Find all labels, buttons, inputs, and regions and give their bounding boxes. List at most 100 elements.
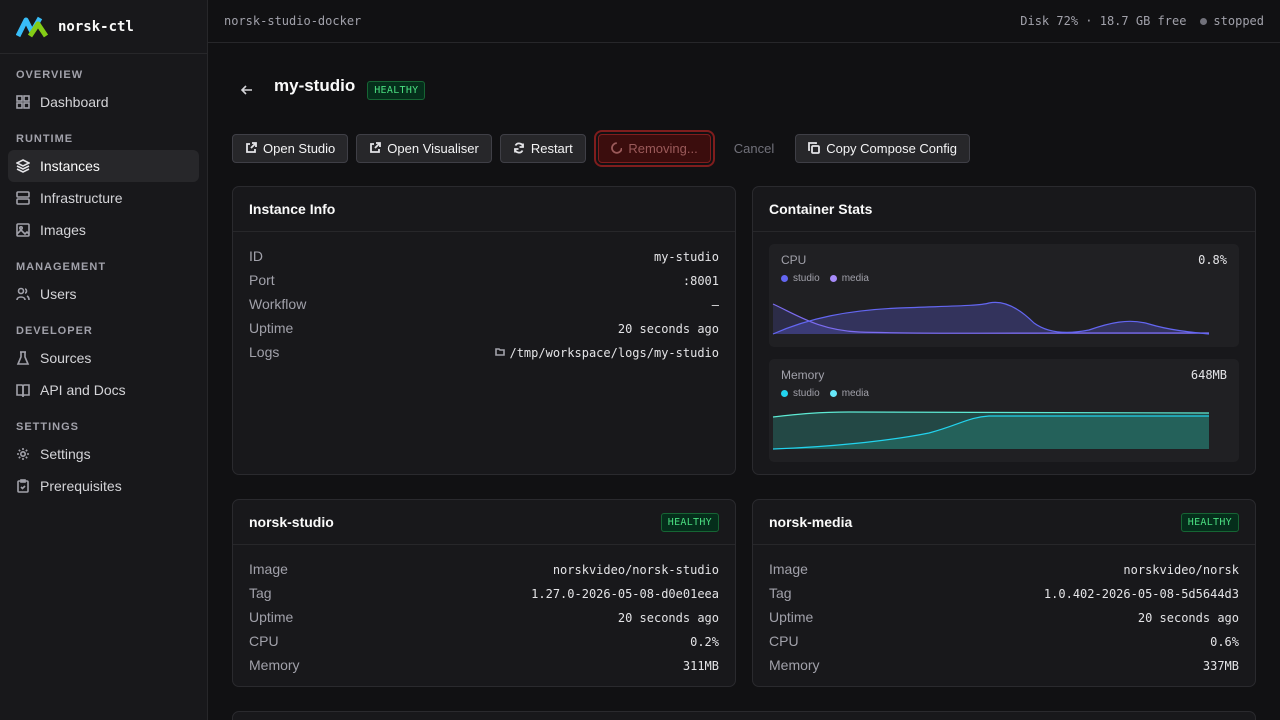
info-key: Memory <box>249 657 300 673</box>
main-content: my-studio HEALTHY Open Studio Open Visua… <box>208 43 1280 720</box>
memory-label: Memory <box>781 368 825 382</box>
sidebar-item-label: Infrastructure <box>40 190 123 206</box>
app-name: norsk-ctl <box>58 18 134 35</box>
legend-label: studio <box>793 273 820 284</box>
cpu-sparkline <box>772 301 1210 335</box>
cpu-value: 0.8% <box>1198 253 1227 267</box>
legend-label: media <box>841 388 869 399</box>
context-name: norsk-studio-docker <box>224 14 362 28</box>
memory-sparkline <box>772 411 1210 450</box>
button-label: Restart <box>530 140 573 156</box>
copy-icon <box>808 142 821 154</box>
info-key: Tag <box>769 585 792 601</box>
remove-button[interactable]: Removing... <box>593 129 715 167</box>
runtime-status: stopped <box>1213 14 1264 28</box>
sidebar-item-api-docs[interactable]: API and Docs <box>8 374 199 406</box>
external-link-icon <box>370 142 382 153</box>
info-value: 1.27.0-2026-05-08-d0e01eea <box>531 587 719 601</box>
next-card-partial <box>232 711 1256 720</box>
info-row-memory: Memory 337MB <box>769 651 1239 675</box>
info-key: Uptime <box>249 320 294 336</box>
info-row-cpu: CPU 0.6% <box>769 627 1239 651</box>
info-key: CPU <box>249 633 279 649</box>
cpu-label: CPU <box>781 253 807 267</box>
info-value: 20 seconds ago <box>1137 611 1239 625</box>
card-header: Instance Info <box>233 187 735 232</box>
sidebar-item-instances[interactable]: Instances <box>8 150 199 182</box>
card-header: norsk-media HEALTHY <box>753 500 1255 545</box>
arrow-left-icon[interactable] <box>240 83 254 97</box>
info-row-logs: Logs /tmp/workspace/logs/my-studio <box>249 338 719 362</box>
button-label: Open Studio <box>263 140 336 156</box>
status-badge: HEALTHY <box>1180 512 1239 532</box>
sidebar-item-prerequisites[interactable]: Prerequisites <box>8 470 199 502</box>
info-key: Image <box>769 561 808 577</box>
instance-info-list: ID my-studio Port :8001 Workflow – Uptim… <box>233 232 735 362</box>
info-key: Workflow <box>249 296 307 312</box>
container-stats-card: Container Stats CPU 0.8% studio media Me… <box>752 186 1256 475</box>
legend-item-media: media <box>829 388 869 399</box>
logs-path-link[interactable]: /tmp/workspace/logs/my-studio <box>495 346 719 360</box>
button-label: Copy Compose Config <box>826 140 957 156</box>
info-value: 337MB <box>1202 659 1239 673</box>
norsk-studio-card: norsk-studio HEALTHY Image norskvideo/nor… <box>232 499 736 687</box>
sidebar-item-infrastructure[interactable]: Infrastructure <box>8 182 199 214</box>
memory-studio-line <box>772 411 1210 418</box>
info-row-memory: Memory 311MB <box>249 651 719 675</box>
info-key: Uptime <box>249 609 294 625</box>
info-key: ID <box>249 248 263 264</box>
dashboard-icon <box>16 95 30 109</box>
sidebar-nav: OVERVIEW Dashboard RUNTIME Instances Inf… <box>0 54 207 502</box>
info-row-tag: Tag 1.27.0-2026-05-08-d0e01eea <box>249 579 719 603</box>
info-value[interactable]: :8001 <box>682 274 719 288</box>
nav-section-runtime: RUNTIME <box>16 133 74 145</box>
refresh-icon <box>513 142 524 154</box>
sidebar-item-dashboard[interactable]: Dashboard <box>8 86 199 118</box>
info-row-tag: Tag 1.0.402-2026-05-08-5d5644d3 <box>769 579 1239 603</box>
legend-item-media: media <box>829 273 869 284</box>
info-key: Logs <box>249 344 280 360</box>
open-studio-button[interactable]: Open Studio <box>232 133 349 163</box>
nav-section-management: MANAGEMENT <box>16 261 107 273</box>
button-label: Removing... <box>628 140 698 156</box>
sidebar-item-users[interactable]: Users <box>8 278 199 310</box>
card-title: Container Stats <box>769 201 873 217</box>
info-value: 0.6% <box>1210 635 1239 649</box>
info-key: Image <box>249 561 288 577</box>
image-icon <box>16 223 30 237</box>
layers-icon <box>16 159 30 173</box>
action-toolbar: Open Studio Open Visualiser Restart Remo… <box>232 129 1256 167</box>
memory-value: 648MB <box>1190 368 1227 382</box>
card-header: Container Stats <box>753 187 1255 232</box>
sidebar-item-settings[interactable]: Settings <box>8 438 199 470</box>
sidebar-item-label: API and Docs <box>40 382 126 398</box>
info-key: Uptime <box>769 609 814 625</box>
norsk-logo-icon <box>16 16 49 37</box>
instance-info-card: Instance Info ID my-studio Port :8001 Wo… <box>232 186 736 475</box>
status-badge: HEALTHY <box>660 512 719 532</box>
info-key: Tag <box>249 585 272 601</box>
norsk-media-card: norsk-media HEALTHY Image norskvideo/nors… <box>752 499 1256 687</box>
restart-button[interactable]: Restart <box>499 133 586 163</box>
copy-compose-config-button[interactable]: Copy Compose Config <box>795 133 970 163</box>
info-row-uptime: Uptime 20 seconds ago <box>769 603 1239 627</box>
status-dot-icon <box>1200 17 1208 25</box>
legend-item-studio: studio <box>781 388 820 399</box>
legend-dot <box>781 275 788 282</box>
sidebar-item-sources[interactable]: Sources <box>8 342 199 374</box>
info-row-image: Image norskvideo/norsk-studio <box>249 555 719 579</box>
open-visualiser-button[interactable]: Open Visualiser <box>356 133 492 163</box>
logs-path: /tmp/workspace/logs/my-studio <box>509 346 719 360</box>
brand[interactable]: norsk-ctl <box>0 0 207 54</box>
info-row-workflow: Workflow – <box>249 290 719 314</box>
sidebar-item-images[interactable]: Images <box>8 214 199 246</box>
topbar: norsk-studio-docker Disk 72% · 18.7 GB f… <box>208 0 1280 43</box>
gear-icon <box>16 447 30 461</box>
cancel-button[interactable]: Cancel <box>727 134 781 163</box>
info-row-port: Port :8001 <box>249 266 719 290</box>
legend-dot <box>829 275 837 282</box>
info-value: 0.2% <box>690 635 719 649</box>
info-value: norskvideo/norsk <box>1123 563 1239 577</box>
info-row-id: ID my-studio <box>249 242 719 266</box>
info-row-uptime: Uptime 20 seconds ago <box>249 314 719 338</box>
